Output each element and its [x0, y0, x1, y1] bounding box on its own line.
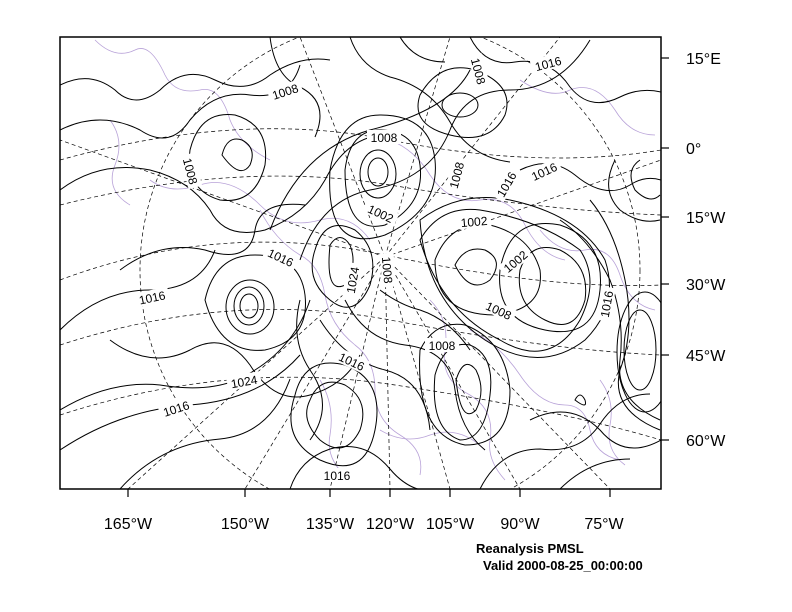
contour-label: 1008: [270, 81, 300, 103]
tick-label-lon: 165°W: [104, 516, 153, 533]
tick-label-lat: 60°W: [686, 433, 726, 450]
right-axis: [661, 57, 669, 441]
tick-label-lon: 75°W: [584, 516, 624, 533]
tick-label-lat: 15°E: [686, 51, 721, 68]
contour-label: 1008: [371, 131, 398, 145]
right-tick-labels: 15°E 0° 15°W 30°W 45°W 60°W: [686, 51, 726, 450]
contour-label: 1008: [447, 160, 468, 190]
tick-label-lat: 45°W: [686, 348, 726, 365]
contour-label: 1016: [138, 288, 167, 307]
bottom-tick-labels: 165°W 150°W 135°W 120°W 105°W 90°W 75°W: [104, 516, 625, 533]
pmsl-contours: [60, 37, 661, 489]
tick-label-lat: 30°W: [686, 277, 726, 294]
graticule: [60, 37, 661, 489]
tick-label-lon: 120°W: [366, 516, 415, 533]
contour-label: 1016: [534, 54, 564, 75]
contour-label: 1002: [460, 214, 488, 230]
tick-label-lon: 135°W: [306, 516, 355, 533]
caption-title: Reanalysis PMSL: [476, 541, 584, 556]
tick-label-lon: 90°W: [500, 516, 540, 533]
bottom-axis: [127, 489, 611, 497]
contour-label: 1008: [180, 157, 201, 187]
tick-label-lon: 105°W: [426, 516, 475, 533]
contour-label: 1024: [230, 373, 259, 391]
tick-label-lon: 150°W: [221, 516, 270, 533]
coastlines: [94, 39, 656, 481]
contour-label: 1008: [379, 256, 395, 284]
map-frame: [59, 36, 662, 490]
tick-label-lat: 15°W: [686, 210, 726, 227]
contour-label: 1016: [598, 289, 616, 318]
contour-label: 1016: [161, 398, 191, 420]
caption-valid-time: Valid 2000-08-25_00:00:00: [483, 558, 643, 573]
contour-label: 1008: [468, 57, 489, 87]
contour-label: 1024: [344, 265, 362, 294]
tick-label-lat: 0°: [686, 141, 701, 158]
contour-label: 1008: [429, 339, 456, 353]
contour-label: 1016: [324, 469, 351, 483]
